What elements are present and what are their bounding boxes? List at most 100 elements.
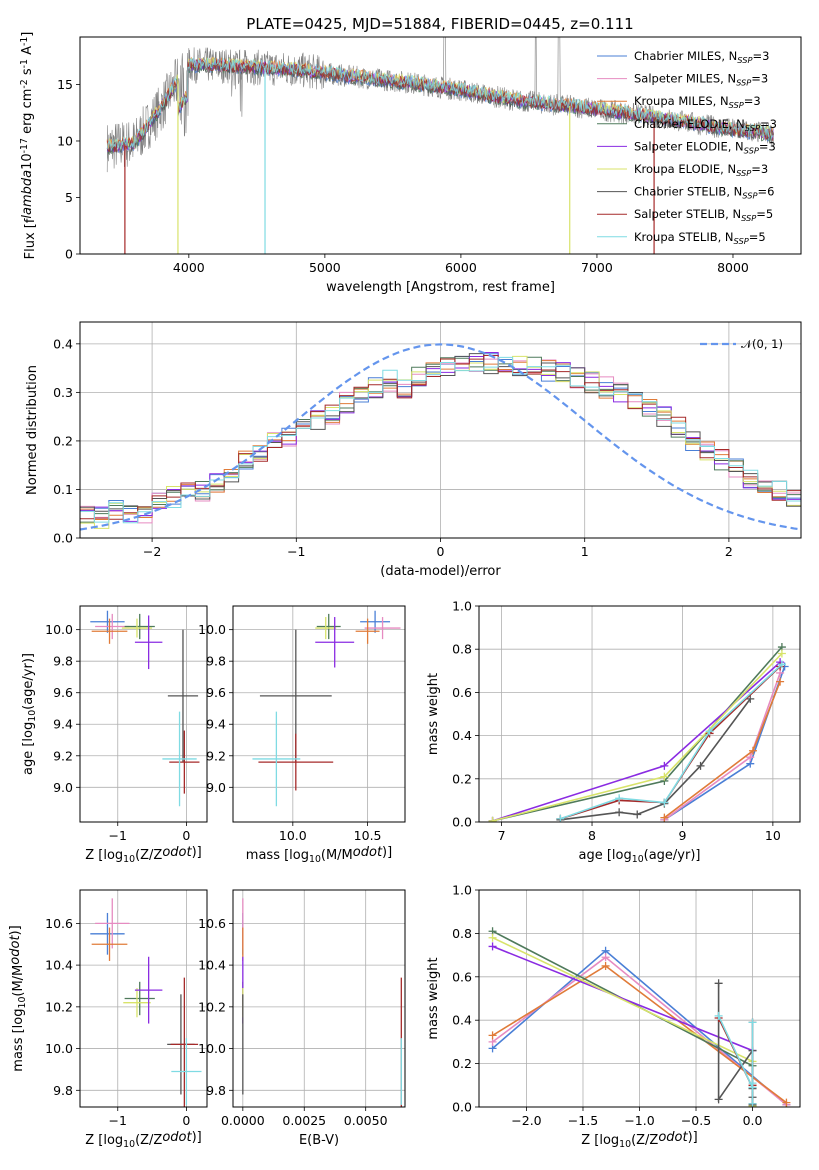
x-tick-label: 0: [182, 1113, 190, 1128]
x-tick-label: 0: [437, 544, 445, 559]
x-axis-label: Z [log10(Z/Zodot)]: [581, 1130, 698, 1150]
series-marker: [776, 677, 785, 686]
series-marker: [746, 694, 755, 703]
age_vs_Z-frame: [79, 605, 208, 823]
massweight_vs_age-plot-area: [488, 643, 789, 822]
y-axis-label: mass weight: [426, 957, 441, 1039]
spectrum-legend: Chabrier MILES, NSSP=3 Salpeter MILES, NS…: [597, 49, 777, 246]
x-tick-label: 5000: [309, 260, 341, 275]
series-line-chabrier-elodie: [492, 930, 754, 1106]
legend-label: Chabrier ELODIE, NSSP=3: [634, 117, 777, 133]
series-line-chabrier-elodie: [492, 646, 783, 822]
x-tick-label: −0.5: [681, 1113, 711, 1128]
x-tick-label: 10.0: [279, 828, 307, 843]
x-axis-label: wavelength [Angstrom, rest frame]: [326, 280, 555, 295]
mass_vs_Z-plot-area: [90, 898, 202, 1107]
y-tick-label: 10.4: [45, 958, 73, 973]
x-axis-label: age [log10(age/yr)]: [579, 848, 701, 865]
series-marker: [488, 1031, 497, 1040]
series-line-salpeter-elodie: [492, 661, 781, 822]
x-tick-label: 4000: [173, 260, 205, 275]
series-marker: [714, 1095, 723, 1104]
mass_vs_EBV-plot-area: [242, 898, 402, 1107]
age_vs_mass-plot-area: [252, 610, 401, 807]
y-tick-label: 0.8: [452, 926, 472, 941]
x-tick-label: 0.0050: [344, 1113, 388, 1128]
x-tick-label: 2: [725, 544, 733, 559]
y-tick-label: 9.2: [53, 748, 73, 763]
y-tick-label: 9.0: [206, 780, 226, 795]
y-tick-label: 10.2: [198, 999, 226, 1014]
y-tick-label: 9.4: [53, 717, 73, 732]
residuals-axes: −2 −1 0 1 2 0.0 0.1 0.2 0.3 0.4 (data-model)/error…: [25, 321, 802, 579]
x-tick-label: 0: [182, 828, 190, 843]
x-tick-label: 7: [498, 828, 506, 843]
x-tick-label: 8000: [717, 260, 749, 275]
y-tick-label: 9.8: [53, 1083, 73, 1098]
legend-label: Salpeter ELODIE, NSSP=3: [634, 139, 776, 155]
series-marker: [696, 761, 705, 770]
y-tick-label: 10.6: [198, 916, 226, 931]
x-tick-label: 0.0: [743, 1113, 763, 1128]
x-axis-label: (data-model)/error: [380, 564, 501, 579]
y-axis-label: mass weight: [426, 673, 441, 755]
massweight_vs_Z-plot-area: [488, 927, 791, 1107]
series-line-kroupa-elodie: [492, 936, 754, 1106]
series-marker: [556, 814, 565, 822]
x-tick-label: −2: [143, 544, 161, 559]
y-axis-label: Normed distribution: [25, 365, 40, 495]
model-spectrum-salpeter-elodie: [106, 59, 774, 153]
y-tick-label: 10.6: [45, 916, 73, 931]
series-marker: [615, 794, 624, 803]
mass_vs_Z-axes: −1 0 9.8 10.0 10.2 10.4 10.6 Z [log10(Z/Zodot)]…: [8, 889, 208, 1150]
y-tick-label: 0.6: [452, 685, 472, 700]
spectrum-plot-area: [106, 37, 774, 254]
y-tick-label: 10: [57, 133, 73, 148]
x-tick-label: 10.5: [354, 828, 382, 843]
legend-label: Kroupa STELIB, NSSP=5: [634, 230, 766, 246]
x-axis-label: E(B-V): [299, 1133, 339, 1148]
series-marker: [660, 761, 669, 770]
x-tick-label: 0.0000: [221, 1113, 265, 1128]
y-tick-label: 0.4: [452, 728, 472, 743]
x-tick-label: −1: [109, 1113, 127, 1128]
age_vs_mass-frame: [232, 605, 406, 823]
x-tick-label: 10: [765, 828, 781, 843]
y-tick-label: 10.0: [45, 622, 73, 637]
y-tick-label: 0.2: [452, 771, 472, 786]
y-tick-label: 9.8: [206, 1083, 226, 1098]
histogram-kroupa-stelib: [80, 356, 801, 538]
y-tick-label: 0.0: [452, 815, 472, 830]
series-marker: [705, 727, 714, 736]
series-marker: [615, 808, 624, 817]
y-tick-label: 0.1: [53, 482, 73, 497]
legend-label: Kroupa MILES, NSSP=3: [634, 94, 761, 110]
series-marker: [748, 1018, 757, 1027]
y-tick-label: 9.6: [206, 685, 226, 700]
age_vs_Z-axes: −1 0 9.0 9.2 9.4 9.6 9.8 10.0 Z [log10(Z/Zodot)]…: [21, 605, 208, 865]
series-line-salpeter-miles: [663, 672, 781, 821]
x-tick-label: 9: [678, 828, 686, 843]
series-line-chabrier-stelib: [560, 698, 751, 821]
x-tick-label: −1: [287, 544, 305, 559]
legend-label: Chabrier STELIB, NSSP=6: [634, 185, 774, 201]
x-tick-label: 6000: [445, 260, 477, 275]
series-marker: [660, 798, 669, 807]
figure-title: PLATE=0425, MJD=51884, FIBERID=0445, z=0…: [246, 15, 633, 33]
spectrum-axes: 4000 5000 6000 7000 8000 0 5 10 15 wavelength [An…: [19, 32, 802, 295]
y-tick-label: 0.0: [53, 531, 73, 546]
y-tick-label: 10.2: [45, 999, 73, 1014]
y-tick-label: 9.6: [53, 685, 73, 700]
x-axis-label: mass [log10(M/Modot)]: [246, 845, 392, 865]
series-marker: [748, 746, 757, 755]
y-tick-label: 15: [57, 77, 73, 92]
y-tick-label: 0.2: [53, 433, 73, 448]
x-tick-label: 0.0025: [282, 1113, 326, 1128]
y-tick-label: 9.0: [53, 780, 73, 795]
series-marker: [748, 1099, 757, 1107]
spectrum-frame: [79, 36, 802, 255]
y-tick-label: 9.2: [206, 748, 226, 763]
age_vs_Z-plot-area: [90, 610, 200, 807]
series-marker: [488, 816, 497, 822]
